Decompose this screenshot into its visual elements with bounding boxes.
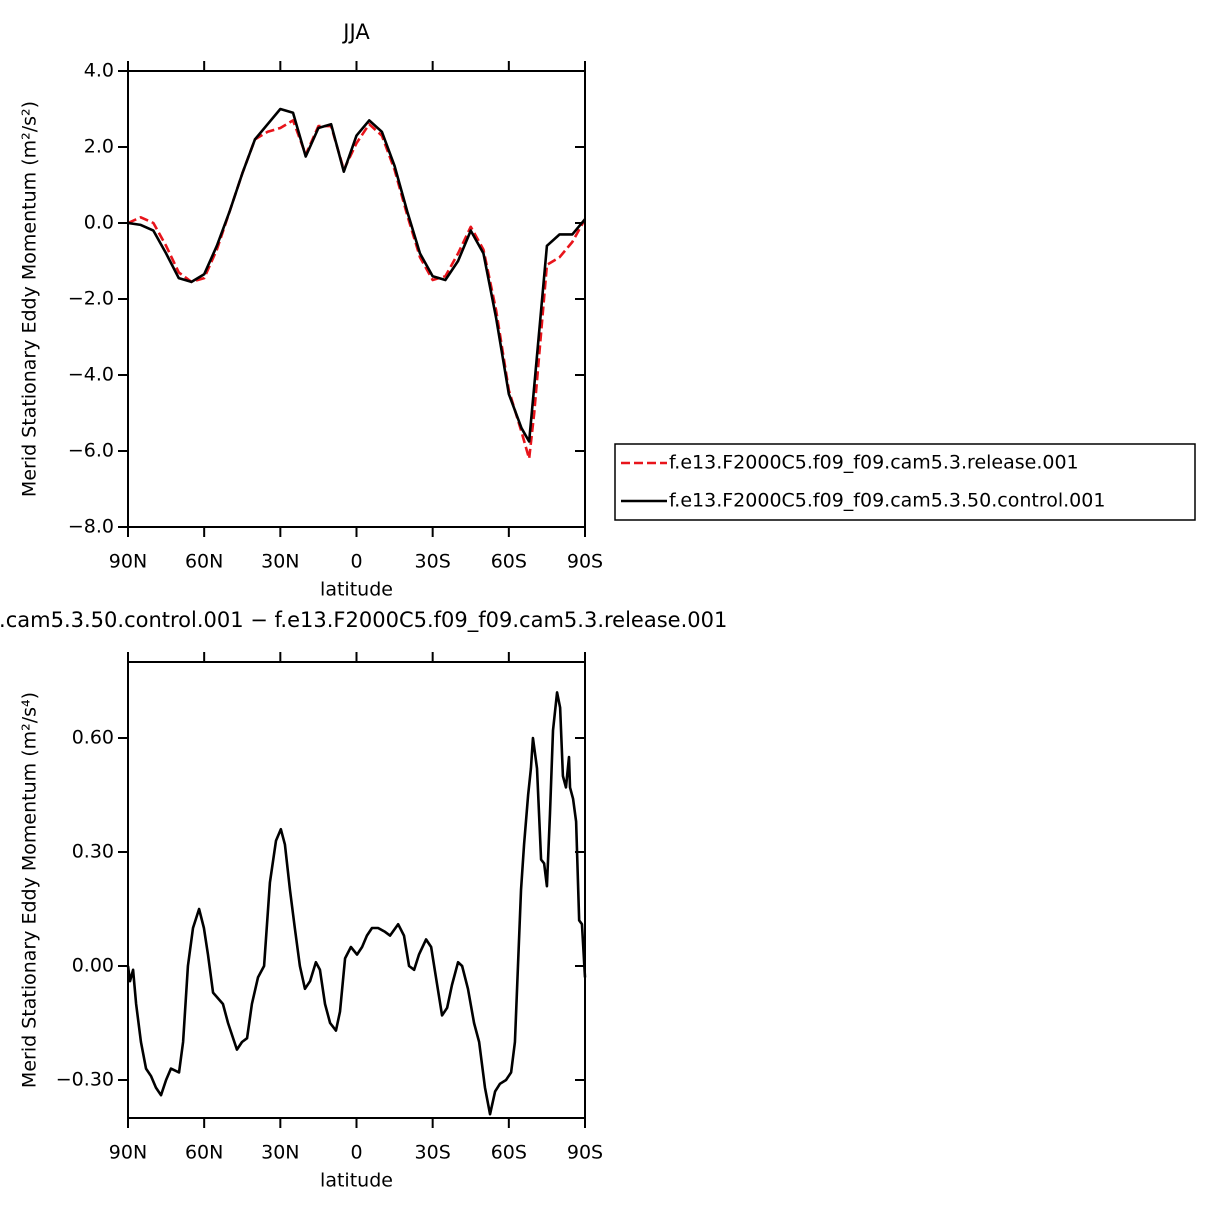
data-line [127,119,587,460]
y-tick-label: 0.60 [72,727,114,749]
chart-title: JJA [341,20,370,44]
x-tick-label: 30S [415,551,451,573]
plot-frame [127,70,586,528]
x-tick-label: 60S [491,551,527,573]
x-tick-label: 90S [567,551,603,573]
x-tick-label: 60N [185,1142,223,1164]
x-tick-label: 60S [491,1142,527,1164]
x-tick-label: 90N [109,1142,147,1164]
x-tick-label: 90N [109,551,147,573]
x-tick-label: 90S [567,1142,603,1164]
legend-box [614,443,1196,521]
x-tick-label: 0 [350,551,362,573]
y-tick-label: 4.0 [84,60,114,82]
x-tick-label: 60N [185,551,223,573]
data-line [126,691,587,1116]
y-tick-label: −2.0 [68,288,114,310]
y-tick-label: −6.0 [68,440,114,462]
y-tick-label: 2.0 [84,136,114,158]
y-tick-label: 0.0 [84,212,114,234]
y-tick-label: −8.0 [68,516,114,538]
plot-frame [127,661,586,1119]
x-tick-label: 30N [261,1142,299,1164]
legend-label: f.e13.F2000C5.f09_f09.cam5.3.release.001 [669,452,1079,474]
y-axis-label: Merid Stationary Eddy Momentum (m²/s⁴) [19,692,41,1088]
x-tick-label: 0 [350,1142,362,1164]
data-line [127,107,586,443]
x-tick-label: 30S [415,1142,451,1164]
chart-title: 9.cam5.3.50.control.001 − f.e13.F2000C5.… [0,608,727,633]
y-tick-label: 0.00 [72,955,114,977]
y-tick-label: 0.30 [72,841,114,863]
y-axis-label: Merid Stationary Eddy Momentum (m²/s²) [19,101,41,497]
x-axis-label: latitude [320,1170,393,1192]
y-tick-label: −4.0 [68,364,114,386]
legend-label: f.e13.F2000C5.f09_f09.cam5.3.50.control.… [669,490,1105,512]
y-tick-label: −0.30 [56,1069,114,1091]
x-tick-label: 30N [261,551,299,573]
x-axis-label: latitude [320,579,393,601]
